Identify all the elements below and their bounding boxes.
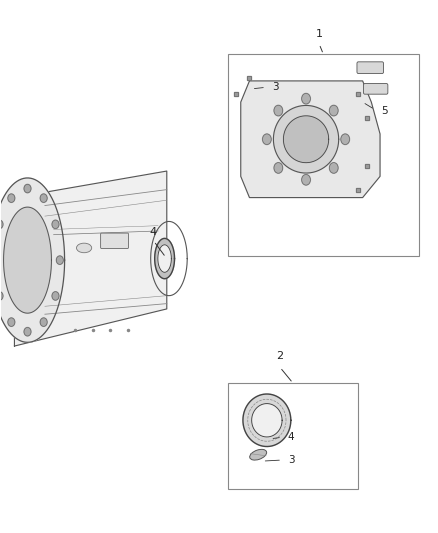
Ellipse shape: [250, 449, 267, 460]
Bar: [228, 383, 358, 489]
Circle shape: [52, 220, 59, 229]
Circle shape: [341, 134, 350, 144]
Text: 4: 4: [288, 432, 294, 442]
Polygon shape: [4, 207, 51, 313]
Bar: [228, 54, 419, 256]
Polygon shape: [273, 106, 339, 173]
Circle shape: [0, 220, 3, 229]
Circle shape: [24, 327, 31, 336]
Text: 3: 3: [272, 82, 279, 92]
Circle shape: [302, 174, 311, 185]
Circle shape: [302, 93, 311, 104]
Circle shape: [52, 292, 59, 300]
Text: 3: 3: [288, 455, 294, 465]
Polygon shape: [158, 245, 171, 272]
Polygon shape: [241, 81, 380, 198]
Ellipse shape: [77, 243, 92, 253]
Circle shape: [0, 292, 3, 300]
Circle shape: [40, 318, 47, 326]
Polygon shape: [155, 238, 174, 279]
Circle shape: [262, 134, 271, 144]
FancyBboxPatch shape: [101, 233, 128, 248]
Circle shape: [24, 184, 31, 193]
Polygon shape: [243, 394, 291, 447]
Circle shape: [329, 163, 338, 173]
Circle shape: [274, 163, 283, 173]
Polygon shape: [283, 116, 328, 163]
Polygon shape: [252, 403, 282, 437]
Circle shape: [274, 105, 283, 116]
Text: 1: 1: [316, 28, 323, 38]
Circle shape: [40, 194, 47, 203]
Circle shape: [8, 318, 15, 326]
Text: 4: 4: [149, 227, 156, 237]
Circle shape: [57, 256, 64, 264]
Circle shape: [8, 194, 15, 203]
Polygon shape: [0, 178, 64, 342]
Polygon shape: [14, 171, 167, 346]
FancyBboxPatch shape: [364, 84, 388, 94]
Text: 5: 5: [381, 106, 388, 116]
Text: 2: 2: [276, 351, 283, 361]
Circle shape: [329, 105, 338, 116]
FancyBboxPatch shape: [357, 62, 384, 74]
